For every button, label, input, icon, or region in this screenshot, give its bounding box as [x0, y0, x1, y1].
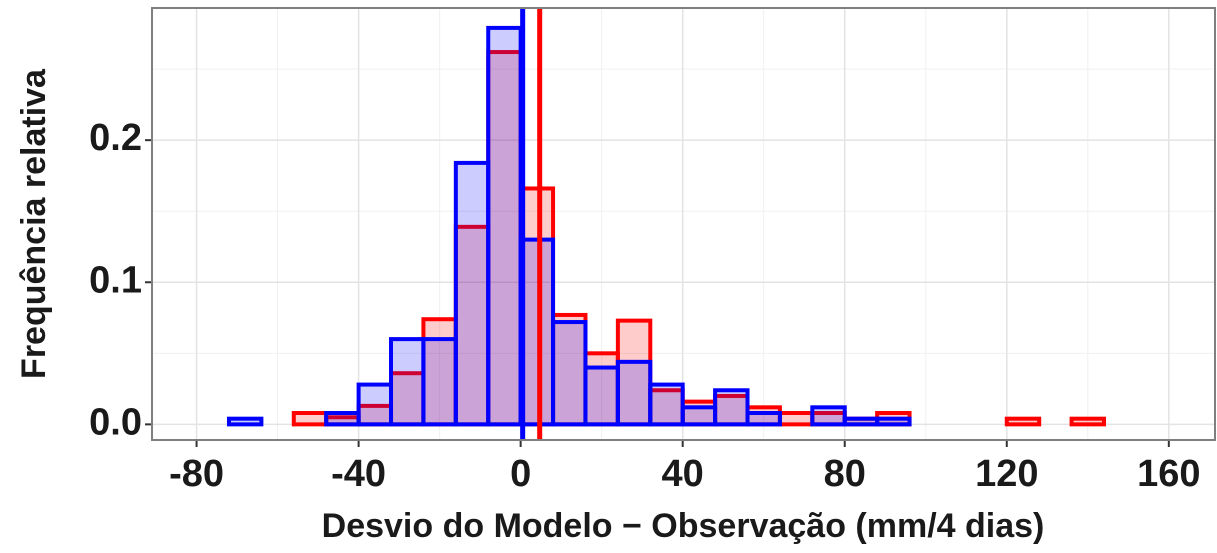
histogram-bar: [745, 411, 782, 427]
y-tick-label: 0.1: [89, 259, 142, 301]
y-tick-label: 0.0: [89, 401, 142, 443]
x-tick-label: 80: [824, 453, 866, 495]
histogram-bar: [291, 411, 329, 427]
histogram-bar: [680, 405, 718, 427]
histogram-bar: [583, 365, 620, 427]
histogram-bar: [842, 416, 880, 427]
histogram-bar: [810, 405, 847, 427]
histogram-bar: [518, 237, 556, 427]
histogram-bar: [226, 416, 264, 427]
histogram-bar: [356, 382, 394, 427]
y-axis-title: Frequência relativa: [15, 68, 53, 379]
x-tick-label: 160: [1137, 453, 1200, 495]
histogram-bar: [324, 411, 361, 427]
histogram-bar: [551, 320, 588, 427]
x-tick-label: -40: [331, 453, 386, 495]
histogram-bar: [615, 359, 653, 427]
histogram-bar: [486, 25, 523, 427]
histogram-bar: [1004, 416, 1042, 427]
x-axis-title: Desvio do Modelo − Observação (mm/4 dias…: [322, 507, 1045, 545]
histogram-bar: [875, 416, 912, 427]
histogram-bar: [648, 382, 685, 427]
histogram-bar: [389, 337, 426, 427]
plot-border: [151, 7, 1216, 441]
histogram-bar: [713, 388, 750, 427]
y-tick-label: 0.2: [89, 117, 142, 159]
x-tick-label: 40: [662, 453, 704, 495]
x-tick-label: -80: [169, 453, 224, 495]
histogram-bar: [421, 337, 458, 427]
x-tick-label: 0: [510, 453, 531, 495]
histogram-bar: [453, 160, 491, 427]
x-tick-label: 120: [975, 453, 1038, 495]
histogram-bar: [1069, 416, 1107, 427]
histogram-bar: [777, 411, 815, 427]
